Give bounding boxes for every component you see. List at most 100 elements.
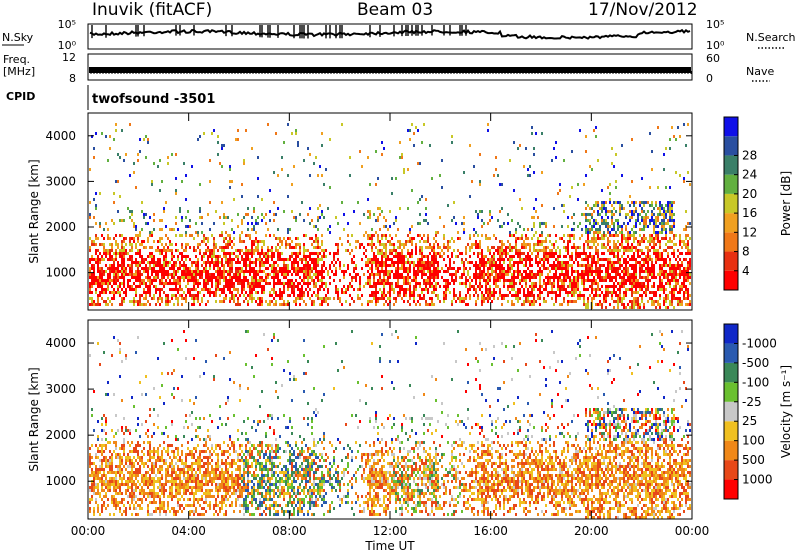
power-panel-cell: [477, 294, 479, 297]
power-panel-cell: [387, 291, 389, 294]
power-panel-cell: [203, 288, 205, 291]
power-panel-cell: [613, 201, 615, 204]
power-panel-cell: [407, 279, 409, 282]
power-panel-cell: [371, 237, 373, 240]
velocity-panel-cell: [89, 354, 91, 357]
power-panel-cell: [383, 291, 385, 294]
power-panel-cell: [395, 297, 397, 300]
power-panel-cell: [681, 270, 683, 273]
power-panel-cell: [249, 267, 251, 270]
power-panel-cell: [623, 270, 625, 273]
power-panel-cell: [417, 222, 419, 225]
power-panel-cell: [281, 273, 283, 276]
power-panel-cell: [585, 219, 587, 222]
power-panel-cell: [407, 252, 409, 255]
power-panel-cell: [215, 258, 217, 261]
power-panel-cell: [507, 246, 509, 249]
power-panel-cell: [621, 231, 623, 234]
power-panel-cell: [389, 252, 391, 255]
power-panel-cell: [529, 165, 531, 168]
power-panel-cell: [253, 228, 255, 231]
power-panel-cell: [139, 264, 141, 267]
power-panel-cell: [109, 267, 111, 270]
power-panel-cell: [399, 288, 401, 291]
power-panel-cell: [153, 261, 155, 264]
power-panel-cell: [211, 249, 213, 252]
power-panel-cell: [605, 291, 607, 294]
power-panel-cell: [333, 258, 335, 261]
power-panel-cell: [541, 132, 543, 135]
power-panel-cell: [241, 282, 243, 285]
power-panel-cell: [665, 306, 667, 309]
power-panel-cell: [453, 216, 455, 219]
power-panel-cell: [465, 282, 467, 285]
power-panel-cell: [569, 276, 571, 279]
power-panel-cell: [469, 276, 471, 279]
power-panel-cell: [643, 252, 645, 255]
power-panel-cell: [89, 282, 91, 285]
velocity-panel-cell: [103, 483, 105, 486]
power-panel-cell: [537, 261, 539, 264]
power-panel-cell: [685, 258, 687, 261]
power-panel-cell: [529, 243, 531, 246]
power-panel-cell: [613, 207, 615, 210]
power-panel-cell: [595, 126, 597, 129]
power-panel-cell: [615, 243, 617, 246]
power-panel-cell: [341, 243, 343, 246]
power-panel-cell: [373, 279, 375, 282]
freq-left-tick: 12: [62, 51, 76, 64]
power-panel-cell: [345, 291, 347, 294]
power-panel-cell: [177, 279, 179, 282]
power-panel-cell: [641, 285, 643, 288]
power-panel-cell: [129, 123, 131, 126]
power-panel-cell: [259, 282, 261, 285]
power-panel-cell: [135, 186, 137, 189]
power-panel-cell: [611, 279, 613, 282]
velocity-panel-cell: [101, 438, 103, 441]
power-panel-cell: [299, 288, 301, 291]
power-panel-cell: [647, 270, 649, 273]
power-panel-cell: [249, 297, 251, 300]
power-panel-cell: [235, 270, 237, 273]
power-panel-cell: [645, 276, 647, 279]
power-panel-cell: [269, 210, 271, 213]
power-panel-cell: [229, 243, 231, 246]
power-panel-cell: [191, 279, 193, 282]
power-panel-cell: [593, 297, 595, 300]
power-panel-cell: [655, 234, 657, 237]
power-panel-cell: [103, 252, 105, 255]
power-panel-cell: [99, 243, 101, 246]
power-panel-cell: [233, 300, 235, 303]
power-panel-cell: [537, 237, 539, 240]
power-panel-cell: [103, 291, 105, 294]
power-panel-cell: [593, 204, 595, 207]
power-panel-cell: [271, 270, 273, 273]
power-panel-cell: [559, 261, 561, 264]
power-panel-cell: [231, 252, 233, 255]
power-panel-cell: [237, 213, 239, 216]
power-panel-cell: [429, 243, 431, 246]
power-panel-cell: [193, 300, 195, 303]
power-panel-cell: [687, 222, 689, 225]
power-panel-cell: [539, 240, 541, 243]
power-panel-cell: [155, 276, 157, 279]
power-panel-cell: [145, 222, 147, 225]
velocity-panel-cell: [95, 474, 97, 477]
power-panel-cell: [295, 258, 297, 261]
power-panel-cell: [323, 276, 325, 279]
power-panel-cell: [463, 273, 465, 276]
power-panel-cell: [157, 165, 159, 168]
power-panel-cell: [381, 243, 383, 246]
power-panel-cell: [335, 261, 337, 264]
power-panel-cell: [237, 129, 239, 132]
power-panel-cell: [479, 273, 481, 276]
power-panel-cell: [613, 306, 615, 309]
power-panel-cell: [611, 261, 613, 264]
power-panel-cell: [627, 222, 629, 225]
power-panel-cell: [109, 264, 111, 267]
power-panel-cell: [377, 234, 379, 237]
power-panel-cell: [321, 210, 323, 213]
power-panel-cell: [381, 297, 383, 300]
power-panel-cell: [205, 288, 207, 291]
power-panel-cell: [481, 249, 483, 252]
